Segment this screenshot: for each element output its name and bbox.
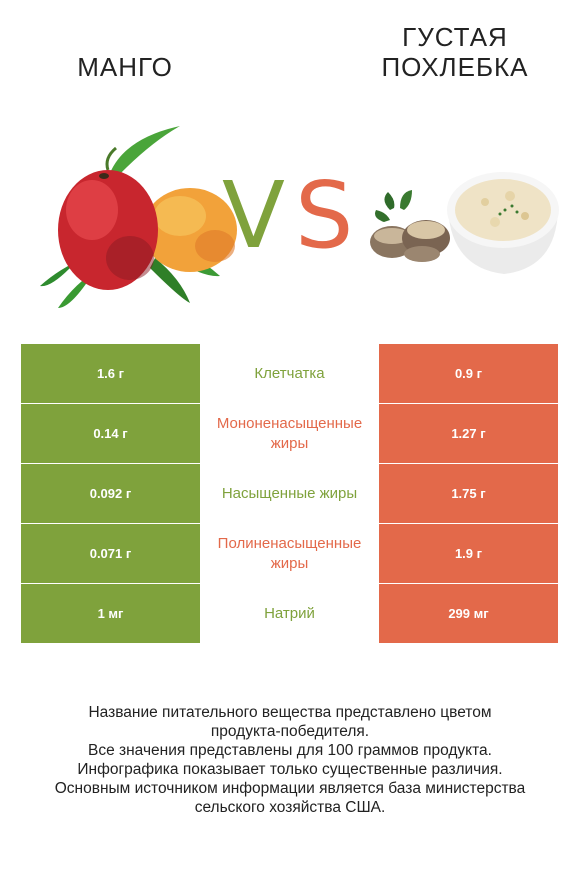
table-row: 0.092 г Насыщенные жиры 1.75 г <box>21 464 558 523</box>
footnote-line: Инфографика показывает только существенн… <box>77 761 503 778</box>
nutrient-name-cell: Мононенасыщенные жиры <box>200 404 379 463</box>
table-row: 1.6 г Клетчатка 0.9 г <box>21 344 558 403</box>
footnote-line: Все значения представлены для 100 граммо… <box>88 742 492 759</box>
nutrient-name-cell: Натрий <box>200 584 379 643</box>
left-product-title: МАНГО <box>40 52 210 82</box>
nutrient-name-cell: Клетчатка <box>200 344 379 403</box>
right-value-cell: 1.9 г <box>379 524 558 583</box>
vs-letter-v: V <box>222 162 285 269</box>
right-value-cell: 0.9 г <box>379 344 558 403</box>
footnote: Название питательного вещества представл… <box>20 703 560 817</box>
vs-letter-s: S <box>295 162 354 269</box>
right-product-title-line2: ПОХЛЕБКА <box>381 52 529 82</box>
left-value-cell: 0.092 г <box>21 464 200 523</box>
right-product-title: ГУСТАЯ ПОХЛЕБКА <box>370 22 540 82</box>
right-value-cell: 299 мг <box>379 584 558 643</box>
left-product-title-text: МАНГО <box>77 52 173 82</box>
footnote-line: Название питательного вещества представл… <box>88 704 492 721</box>
right-product-title-line1: ГУСТАЯ <box>402 22 508 52</box>
footnote-line: продукта-победителя. <box>210 723 370 740</box>
nutrient-name-cell: Насыщенные жиры <box>200 464 379 523</box>
table-row: 1 мг Натрий 299 мг <box>21 584 558 643</box>
mango-illustration <box>30 118 250 318</box>
left-value-cell: 1.6 г <box>21 344 200 403</box>
left-value-cell: 0.14 г <box>21 404 200 463</box>
chowder-illustration <box>360 150 570 290</box>
right-value-cell: 1.75 г <box>379 464 558 523</box>
comparison-table: 1.6 г Клетчатка 0.9 г 0.14 г Мононенасыщенны… <box>21 344 558 643</box>
footnote-line: сельского хозяйства США. <box>194 799 386 816</box>
left-value-cell: 0.071 г <box>21 524 200 583</box>
left-value-cell: 1 мг <box>21 584 200 643</box>
nutrient-name-cell: Полиненасыщенные жиры <box>200 524 379 583</box>
table-row: 0.071 г Полиненасыщенные жиры 1.9 г <box>21 524 558 583</box>
table-row: 0.14 г Мононенасыщенные жиры 1.27 г <box>21 404 558 463</box>
right-value-cell: 1.27 г <box>379 404 558 463</box>
footnote-line: Основным источником информации является … <box>54 780 526 797</box>
